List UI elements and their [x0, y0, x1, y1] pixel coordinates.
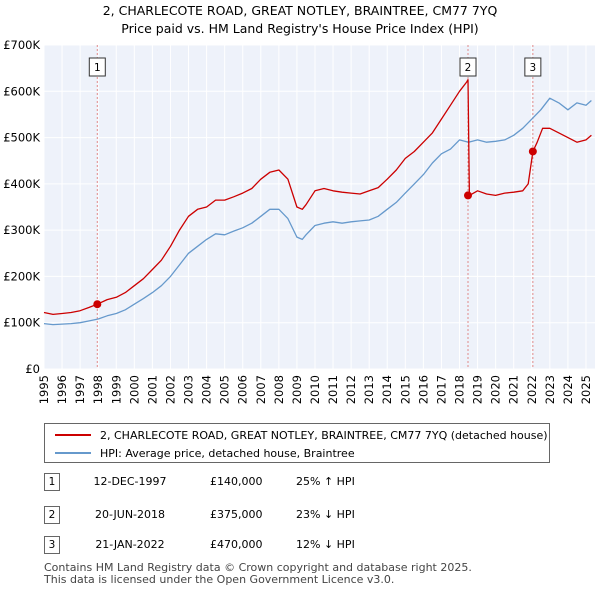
legend-swatch-hpi	[55, 452, 91, 454]
sale-points	[93, 147, 537, 309]
x-tick-label: 2017	[434, 375, 448, 404]
y-tick-label: £600K	[3, 84, 40, 98]
marker-label-box	[459, 57, 477, 77]
legend-item-property: 2, CHARLECOTE ROAD, GREAT NOTLEY, BRAINT…	[55, 426, 548, 444]
transaction-hpi-diff: 25% ↑ HPI	[296, 475, 355, 488]
property-price-line	[43, 79, 592, 316]
x-tick-label: 2003	[182, 375, 196, 404]
x-tick-label: 1995	[37, 375, 51, 404]
footer: Contains HM Land Registry data © Crown c…	[44, 562, 472, 585]
x-tick-label: 2020	[489, 375, 503, 404]
transaction-date: 12-DEC-1997	[93, 475, 167, 488]
marker-label: 2	[465, 62, 472, 74]
price-chart: 1 2 3 £0 £100K £200K £300K £400K £500K £600K £700…	[3, 38, 595, 404]
marker-labels: 1 2 3	[88, 57, 542, 77]
x-tick-label: 2004	[200, 375, 214, 404]
transaction-date: 21-JAN-2022	[95, 538, 165, 551]
transaction-number: 2	[44, 506, 60, 524]
x-tick-label: 2000	[127, 375, 141, 404]
x-tick-label: 2010	[308, 375, 322, 404]
y-tick-label: £200K	[3, 269, 40, 283]
grid-lines	[43, 44, 595, 370]
x-tick-label: 2018	[453, 375, 467, 404]
x-tick-label: 2005	[218, 375, 232, 404]
transaction-hpi-diff: 23% ↓ HPI	[296, 508, 355, 521]
footer-copyright: Contains HM Land Registry data © Crown c…	[44, 561, 472, 574]
x-tick-label: 2014	[380, 375, 394, 404]
footer-licence: This data is licensed under the Open Gov…	[44, 572, 395, 586]
transaction-number: 1	[44, 473, 60, 491]
x-tick-label: 1996	[55, 375, 69, 404]
x-tick-label: 2025	[579, 375, 593, 404]
x-tick-label: 2013	[362, 375, 376, 404]
x-tick-label: 2022	[525, 375, 539, 404]
y-tick-label: £100K	[3, 316, 40, 330]
axis-labels: £0 £100K £200K £300K £400K £500K £600K £700K 199…	[3, 38, 593, 404]
x-tick-label: 2007	[254, 375, 268, 404]
legend-swatch-property	[55, 434, 91, 436]
sale-point	[463, 191, 472, 200]
transaction-number: 3	[44, 536, 60, 554]
series-lines	[43, 79, 592, 326]
x-tick-label: 2009	[290, 375, 304, 404]
transaction-row: 1 12-DEC-1997 £140,000 25% ↑ HPI	[44, 473, 564, 493]
plot-area	[44, 45, 595, 369]
chart-subtitle: Price paid vs. HM Land Registry's House …	[121, 21, 479, 36]
y-tick-label: £0	[25, 362, 40, 376]
transaction-hpi-diff: 12% ↓ HPI	[296, 538, 355, 551]
marker-label-box	[88, 57, 106, 77]
chart-title: 2, CHARLECOTE ROAD, GREAT NOTLEY, BRAINT…	[102, 3, 498, 18]
hpi-line	[43, 97, 592, 326]
transaction-price: £470,000	[210, 538, 263, 551]
marker-label-box	[524, 57, 542, 77]
x-tick-label: 2024	[561, 375, 575, 404]
transaction-price: £140,000	[210, 475, 263, 488]
x-tick-label: 1997	[73, 375, 87, 404]
x-tick-label: 2021	[507, 375, 521, 404]
x-tick-label: 2012	[344, 375, 358, 404]
y-tick-label: £500K	[3, 131, 40, 145]
legend-label-property: 2, CHARLECOTE ROAD, GREAT NOTLEY, BRAINT…	[100, 428, 548, 442]
y-tick-label: £300K	[3, 223, 40, 237]
transaction-row: 2 20-JUN-2018 £375,000 23% ↓ HPI	[44, 506, 564, 526]
x-tick-label: 2011	[326, 375, 340, 404]
marker-label: 3	[530, 62, 537, 74]
x-tick-label: 1999	[109, 375, 123, 404]
x-tick-label: 2023	[543, 375, 557, 404]
transaction-date: 20-JUN-2018	[94, 508, 166, 521]
marker-label: 1	[94, 62, 101, 74]
x-tick-label: 2016	[416, 375, 430, 404]
x-tick-label: 2002	[163, 375, 177, 404]
transaction-row: 3 21-JAN-2022 £470,000 12% ↓ HPI	[44, 536, 564, 556]
sale-point	[528, 147, 537, 156]
transaction-price: £375,000	[210, 508, 263, 521]
y-tick-label: £700K	[3, 38, 40, 52]
x-tick-label: 2019	[471, 375, 485, 404]
x-tick-label: 2001	[145, 375, 159, 404]
x-tick-label: 1998	[91, 375, 105, 404]
x-tick-label: 2008	[272, 375, 286, 404]
legend-item-hpi: HPI: Average price, detached house, Brai…	[55, 444, 355, 462]
y-tick-label: £400K	[3, 177, 40, 191]
x-tick-label: 2015	[398, 375, 412, 404]
x-tick-label: 2006	[236, 375, 250, 404]
legend: 2, CHARLECOTE ROAD, GREAT NOTLEY, BRAINT…	[44, 423, 550, 463]
legend-label-hpi: HPI: Average price, detached house, Brai…	[100, 446, 355, 460]
sale-point	[93, 300, 102, 309]
